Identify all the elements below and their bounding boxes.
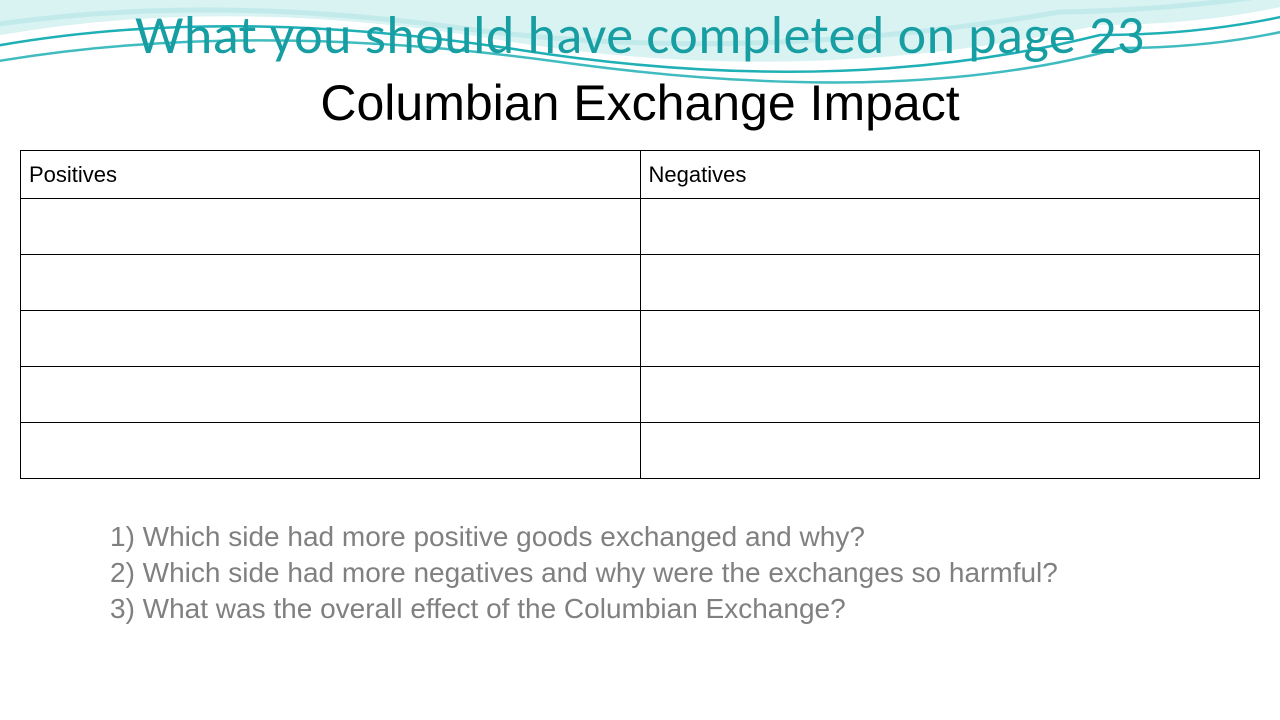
table-row	[21, 423, 1260, 479]
table-cell	[21, 367, 641, 423]
table-row	[21, 311, 1260, 367]
col-header-negatives: Negatives	[640, 151, 1260, 199]
question-2: 2) Which side had more negatives and why…	[110, 555, 1280, 591]
table-cell	[21, 199, 641, 255]
table-cell	[640, 367, 1260, 423]
table-row	[21, 199, 1260, 255]
table-cell	[640, 255, 1260, 311]
slide-title: What you should have completed on page 2…	[0, 0, 1280, 68]
table-cell	[640, 199, 1260, 255]
table-cell	[21, 423, 641, 479]
table-cell	[21, 311, 641, 367]
impact-table: Positives Negatives	[20, 150, 1260, 479]
table-header-row: Positives Negatives	[21, 151, 1260, 199]
question-1: 1) Which side had more positive goods ex…	[110, 519, 1280, 555]
table-row	[21, 255, 1260, 311]
table-cell	[21, 255, 641, 311]
questions-block: 1) Which side had more positive goods ex…	[110, 519, 1280, 626]
table-cell	[640, 423, 1260, 479]
table-row	[21, 367, 1260, 423]
table-cell	[640, 311, 1260, 367]
question-3: 3) What was the overall effect of the Co…	[110, 591, 1280, 627]
slide-subtitle: Columbian Exchange Impact	[0, 74, 1280, 132]
col-header-positives: Positives	[21, 151, 641, 199]
